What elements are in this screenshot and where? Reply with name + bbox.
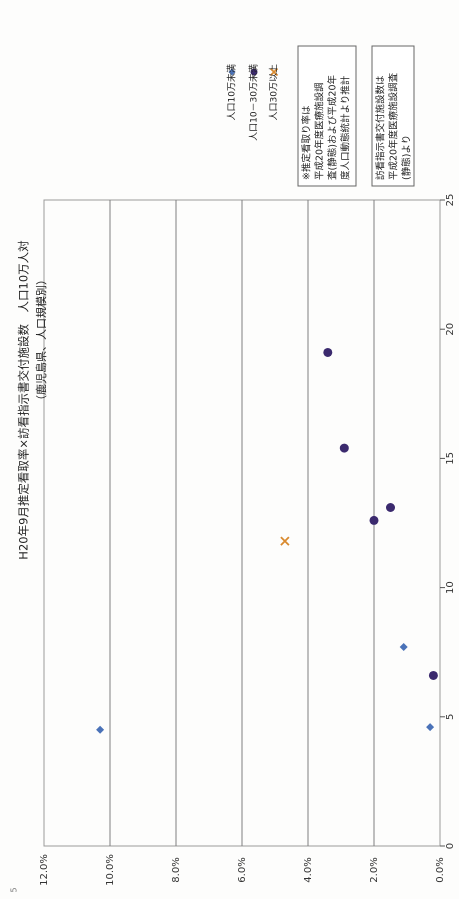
x-tick-label: 5: [445, 714, 456, 720]
legend-marker: [250, 68, 258, 76]
legend-marker: [228, 68, 236, 76]
legend-label: 人口30万以上: [269, 64, 280, 120]
note-line: 訪看指示書交付施設数は: [375, 75, 387, 180]
y-tick-label: 4.0%: [303, 857, 314, 882]
note-line: 度人口動態統計より推計: [340, 75, 352, 180]
chart-subtitle: （鹿児島県、人口規模別）: [34, 274, 48, 406]
x-tick-label: 25: [445, 194, 456, 207]
chart-titles: H20年9月推定看取率×訪看指示書交付施設数 人口10万人対 （鹿児島県、人口規模…: [17, 240, 49, 560]
legend: 人口10万未満 人口10－30万未満 人口30万以上: [226, 64, 280, 141]
x-tick-label: 15: [445, 452, 456, 465]
y-tick-label: 12.0%: [39, 854, 50, 886]
data-point: [399, 643, 408, 652]
chart-title: H20年9月推定看取率×訪看指示書交付施設数 人口10万人対: [17, 240, 31, 560]
note-line: ※推定看取り率は: [301, 105, 313, 180]
y-tick-label: 2.0%: [369, 857, 380, 882]
y-tick-label: 8.0%: [171, 857, 182, 882]
y-tick-label: 6.0%: [237, 857, 248, 882]
data-point: [369, 515, 379, 525]
data-point: [386, 502, 395, 512]
data-point: [280, 536, 290, 546]
data-points: [96, 347, 438, 734]
y-tick-label: 0.0%: [435, 857, 446, 882]
data-point: [339, 443, 349, 453]
note-boxes: ※推定看取り率は 平成20年度医療施設調 査(静態)および平成20年 度人口動態統計よ…: [297, 45, 415, 187]
note-line: 平成20年度医療施設調: [314, 82, 326, 180]
data-point: [428, 670, 438, 680]
legend-label: 人口10万未満: [226, 64, 238, 120]
page-mark-text: 5: [10, 887, 19, 892]
y-axis-ticks: 0.0% 2.0% 4.0% 6.0% 8.0% 10.0% 12.0%: [39, 854, 446, 886]
x-axis-ticks: 0 5 10 15 20 25: [440, 194, 456, 849]
grid-lines: [109, 200, 375, 846]
legend-label: 人口10－30万未満: [248, 64, 260, 141]
page-mark: 5: [10, 887, 19, 892]
note-line: 平成20年度医療施設調査: [388, 72, 400, 180]
data-point: [426, 723, 435, 732]
note-line: (静態)より: [401, 135, 413, 180]
note-box: [371, 45, 415, 187]
note-line: 査(静態)および平成20年: [327, 74, 339, 180]
x-tick-label: 0: [445, 843, 456, 849]
data-point: [323, 347, 333, 357]
legend-marker: [269, 67, 279, 77]
x-tick-label: 20: [445, 323, 456, 336]
note-box: [297, 45, 357, 187]
x-tick-label: 10: [445, 581, 456, 594]
data-point: [96, 725, 105, 734]
y-tick-label: 10.0%: [105, 854, 116, 886]
